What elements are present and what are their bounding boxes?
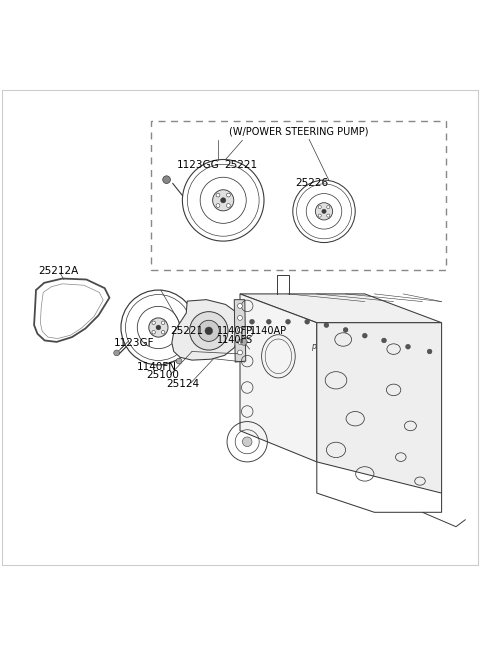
Circle shape xyxy=(315,202,333,220)
Circle shape xyxy=(305,320,310,324)
Circle shape xyxy=(427,349,432,354)
Circle shape xyxy=(327,214,330,217)
Circle shape xyxy=(318,206,321,209)
Text: p: p xyxy=(311,342,316,351)
Text: (W/POWER STEERING PUMP): (W/POWER STEERING PUMP) xyxy=(229,127,369,137)
Circle shape xyxy=(114,350,120,356)
Circle shape xyxy=(149,318,168,337)
Circle shape xyxy=(362,333,367,338)
Text: 25221: 25221 xyxy=(225,160,258,170)
Circle shape xyxy=(227,193,230,197)
Circle shape xyxy=(238,303,242,309)
Circle shape xyxy=(156,325,161,330)
Text: 1140AP: 1140AP xyxy=(250,326,287,336)
Circle shape xyxy=(238,316,242,320)
Text: 25124: 25124 xyxy=(167,379,200,388)
Circle shape xyxy=(406,345,410,349)
Circle shape xyxy=(318,214,321,217)
PathPatch shape xyxy=(172,299,240,360)
Circle shape xyxy=(240,339,247,345)
Circle shape xyxy=(382,338,386,343)
Circle shape xyxy=(250,320,254,324)
Circle shape xyxy=(324,323,329,328)
Text: 1123GG: 1123GG xyxy=(177,160,219,170)
Polygon shape xyxy=(240,294,317,462)
Circle shape xyxy=(198,320,219,341)
Circle shape xyxy=(238,339,242,345)
Circle shape xyxy=(238,328,242,332)
Circle shape xyxy=(286,320,290,324)
Circle shape xyxy=(227,204,230,208)
Circle shape xyxy=(221,198,226,203)
Text: 25226: 25226 xyxy=(295,179,328,189)
Text: 25100: 25100 xyxy=(146,371,179,381)
Text: 1140FS: 1140FS xyxy=(217,335,253,345)
Circle shape xyxy=(216,204,220,208)
Circle shape xyxy=(213,190,234,211)
Polygon shape xyxy=(317,323,442,493)
Circle shape xyxy=(152,321,156,324)
Text: 1140FN: 1140FN xyxy=(137,362,177,372)
Text: 1123GF: 1123GF xyxy=(114,338,154,348)
Text: 25221: 25221 xyxy=(170,326,204,336)
Circle shape xyxy=(190,312,228,350)
Circle shape xyxy=(343,328,348,332)
Circle shape xyxy=(238,350,242,355)
Circle shape xyxy=(242,437,252,447)
Circle shape xyxy=(161,321,165,324)
Text: 25212A: 25212A xyxy=(38,266,79,276)
Circle shape xyxy=(152,331,156,334)
Circle shape xyxy=(205,327,213,335)
PathPatch shape xyxy=(234,299,246,362)
Circle shape xyxy=(176,358,182,364)
Circle shape xyxy=(161,331,165,334)
Text: 1140FP: 1140FP xyxy=(217,326,253,336)
Circle shape xyxy=(322,209,326,214)
Circle shape xyxy=(163,176,170,183)
Circle shape xyxy=(327,206,330,209)
Circle shape xyxy=(266,320,271,324)
Circle shape xyxy=(216,193,220,197)
Polygon shape xyxy=(240,294,442,323)
